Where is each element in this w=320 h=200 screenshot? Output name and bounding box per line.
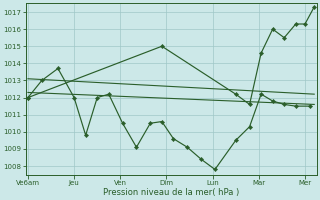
X-axis label: Pression niveau de la mer( hPa ): Pression niveau de la mer( hPa ) <box>103 188 239 197</box>
